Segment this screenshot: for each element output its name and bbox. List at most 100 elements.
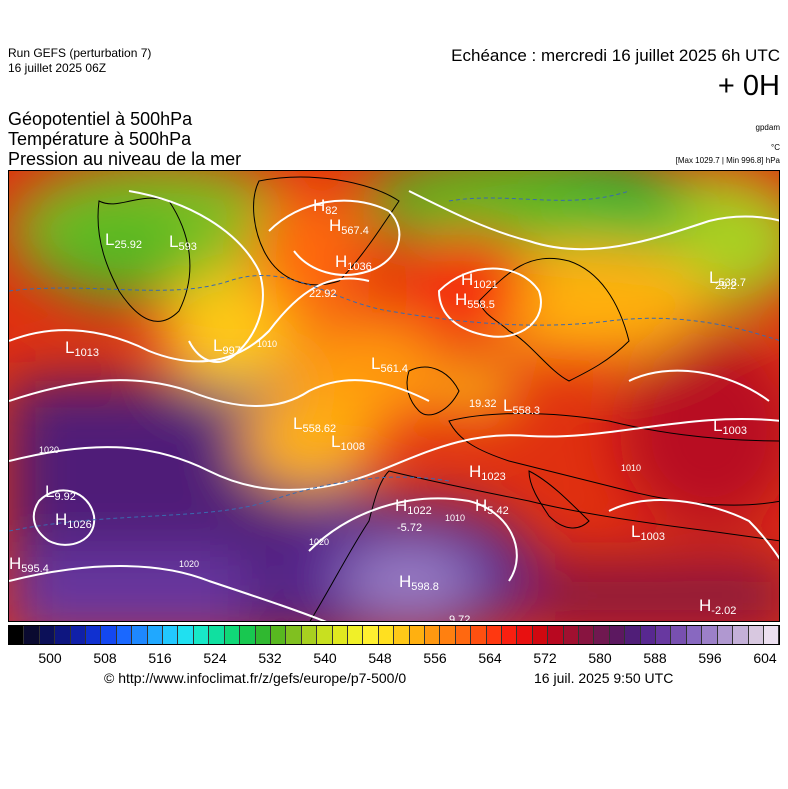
run-title: Run GEFS (perturbation 7) — [8, 46, 152, 60]
colorbar-cell — [9, 626, 25, 644]
high-label: H1036 — [335, 252, 372, 273]
colorbar-cell — [55, 626, 71, 644]
forecast-offset: + 0H — [717, 70, 780, 102]
high-label: H598.8 — [399, 572, 439, 593]
high-label: H82 — [313, 196, 338, 217]
colorbar-cell — [532, 626, 549, 644]
isobar-label: 1010 — [445, 513, 465, 523]
colorbar-label: 596 — [698, 650, 722, 666]
layer-title-geopotential: Géopotentiel à 500hPa — [8, 109, 193, 129]
unit-celsius: °C — [771, 143, 780, 152]
colorbar-label: 604 — [753, 650, 777, 666]
colorbar-cell — [270, 626, 287, 644]
colorbar-cell — [70, 626, 87, 644]
high-label: H-2.02 — [699, 596, 736, 617]
colorbar-cell — [317, 626, 333, 644]
low-label: L1013 — [65, 338, 99, 359]
high-label: H558.5 — [455, 290, 495, 311]
colorbar-cell — [686, 626, 703, 644]
low-label: L558.62 — [293, 414, 336, 435]
colorbar-cell — [332, 626, 348, 644]
low-label: L9.92 — [45, 482, 76, 503]
coastlines — [97, 176, 779, 621]
colorbar-cell — [763, 626, 780, 644]
forecast-time: Echéance : mercredi 16 juillet 2025 6h U… — [451, 46, 780, 65]
colorbar-cell — [363, 626, 379, 644]
source-url[interactable]: © http://www.infoclimat.fr/z/gefs/europe… — [104, 670, 407, 686]
value-label: 22.92 — [309, 288, 337, 300]
colorbar-cell — [563, 626, 580, 644]
isobar-label: 1010 — [621, 463, 641, 473]
colorbar-cell — [178, 626, 194, 644]
colorbar-cell — [548, 626, 564, 644]
colorbar-cell — [116, 626, 133, 644]
unit-hpa-range: [Max 1029.7 | Min 996.8] hPa — [675, 156, 780, 165]
colorbar-label: 548 — [368, 650, 392, 666]
colorbar-cell — [424, 626, 441, 644]
colorbar-cell — [702, 626, 718, 644]
run-date: 16 juillet 2025 06Z — [8, 61, 107, 75]
colorbar-cell — [301, 626, 318, 644]
colorbar-label: 532 — [258, 650, 282, 666]
geopotential-contours — [9, 190, 779, 621]
high-label: H567.4 — [329, 216, 369, 237]
colorbar-cell — [471, 626, 487, 644]
colorbar-cell — [609, 626, 626, 644]
colorbar-cell — [748, 626, 764, 644]
colorbar-cell — [733, 626, 749, 644]
colorbar-cell — [132, 626, 148, 644]
isobar-label: 1020 — [309, 537, 329, 547]
colorbar-cell — [378, 626, 395, 644]
colorbar-label: 500 — [38, 650, 62, 666]
high-label: H1022 — [395, 496, 432, 517]
colorbar-cell — [347, 626, 364, 644]
colorbar-cell — [640, 626, 657, 644]
colorbar-cell — [517, 626, 533, 644]
colorbar-cell — [101, 626, 117, 644]
colorbar-label: 524 — [203, 650, 227, 666]
layer-title-pressure: Pression au niveau de la mer — [8, 149, 242, 169]
unit-gpdam: gpdam — [755, 123, 780, 132]
isobar-label: 1010 — [257, 339, 277, 349]
colorbar-cell — [147, 626, 164, 644]
weather-map[interactable]: L25.92 L593 L1013 L997 H82 H567.4 H1036 22.92 H1… — [8, 170, 780, 622]
generated-time: 16 juil. 2025 9:50 UTC — [534, 670, 674, 686]
colorbar-cell — [163, 626, 179, 644]
colorbar-cell — [502, 626, 518, 644]
high-label: H5.42 — [475, 496, 509, 517]
colorbar-label: 516 — [148, 650, 172, 666]
low-label: L561.4 — [371, 354, 408, 375]
value-label: 9.72 — [449, 614, 470, 622]
colorbar-label: 580 — [588, 650, 612, 666]
low-label: L558.3 — [503, 396, 540, 417]
colorbar-label: 508 — [93, 650, 117, 666]
colorbar-cell — [594, 626, 610, 644]
colorbar-cell — [394, 626, 410, 644]
low-label: L593 — [169, 232, 197, 253]
colorbar-cell — [224, 626, 241, 644]
low-label: L25.92 — [105, 230, 142, 251]
geopotential-field — [9, 171, 779, 621]
colorbar-cell — [486, 626, 502, 644]
colorbar-label: 556 — [423, 650, 447, 666]
colorbar — [8, 625, 780, 645]
colorbar-cell — [24, 626, 40, 644]
temperature-contours — [9, 190, 779, 532]
colorbar-cell — [255, 626, 271, 644]
colorbar-cell — [409, 626, 425, 644]
high-label: H1023 — [469, 462, 506, 483]
colorbar-cell — [39, 626, 56, 644]
colorbar-cell — [455, 626, 472, 644]
low-label: L538.7 — [709, 268, 746, 289]
colorbar-cell — [193, 626, 210, 644]
isobar-label: 1020 — [39, 445, 59, 455]
low-label: L1003 — [631, 522, 665, 543]
colorbar-cell — [286, 626, 302, 644]
colorbar-label: 564 — [478, 650, 502, 666]
isobar-label: 1020 — [179, 559, 199, 569]
colorbar-cell — [240, 626, 256, 644]
colorbar-cell — [209, 626, 225, 644]
colorbar-cell — [625, 626, 641, 644]
high-label: H595.4 — [9, 554, 49, 575]
